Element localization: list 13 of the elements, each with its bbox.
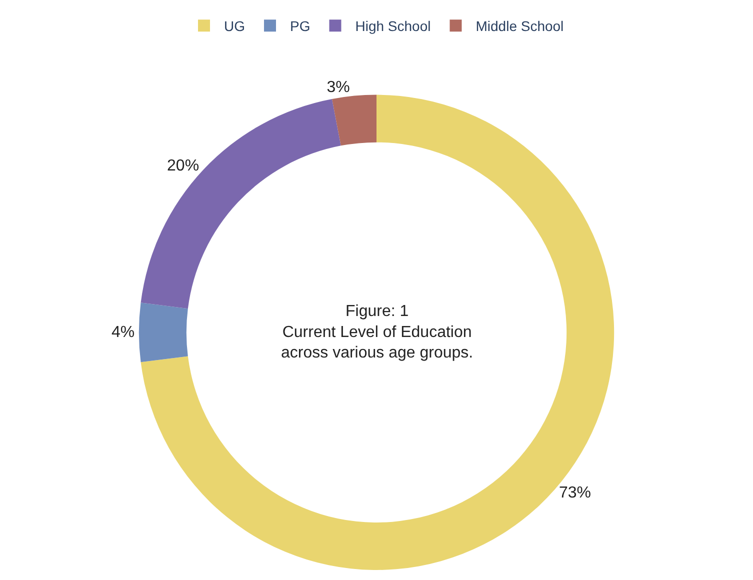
data-label: 4% (112, 324, 135, 341)
legend-label: PG (290, 18, 310, 34)
legend-label: UG (224, 18, 245, 34)
legend-label: High School (355, 18, 431, 34)
donut-slice (138, 302, 188, 362)
donut-slice (332, 94, 376, 146)
donut-slice (140, 94, 614, 570)
legend-label: Middle School (476, 18, 564, 34)
donut-slice (140, 99, 341, 309)
text: Figure: 1 Current Level of Education across various age groups. (281, 303, 474, 362)
data-label: 3% (326, 78, 350, 96)
data-label: 20% (167, 157, 200, 174)
data-label: 73% (558, 484, 592, 502)
